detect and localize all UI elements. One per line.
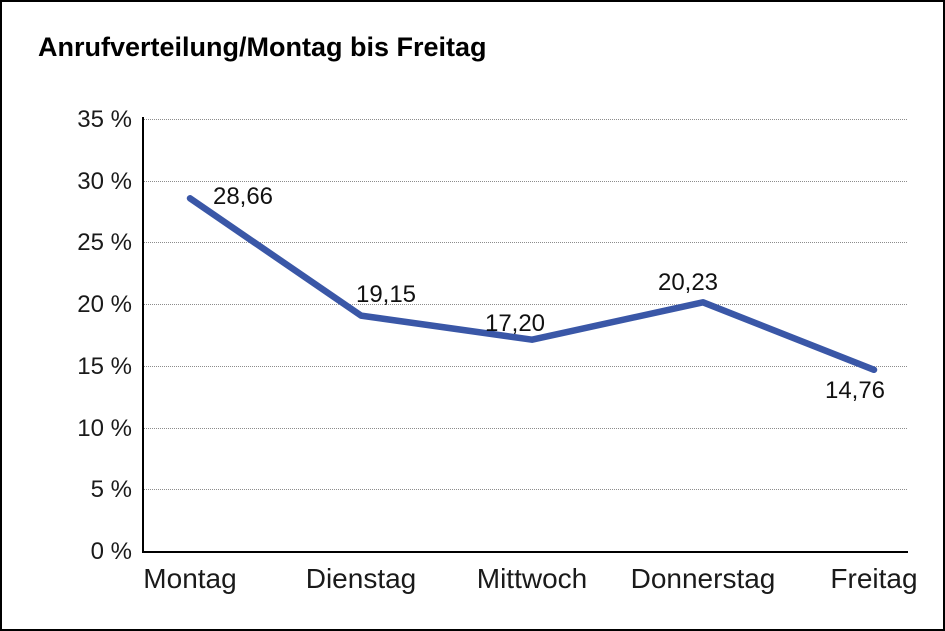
x-tick-label-freitag: Freitag — [830, 563, 918, 594]
y-tick-label: 35 % — [77, 106, 132, 133]
chart-title: Anrufverteilung/Montag bis Freitag — [38, 32, 487, 62]
gridline-35pct — [143, 119, 907, 120]
gridline-25pct — [143, 242, 907, 244]
gridline-10pct — [143, 427, 907, 429]
y-tick-label: 30 % — [77, 167, 132, 195]
y-tick-label: 25 % — [77, 229, 132, 257]
y-axis-line — [142, 117, 144, 553]
y-tick-label: 10 % — [77, 414, 132, 442]
gridline-15pct — [143, 365, 907, 367]
y-tick-label: 5 % — [90, 476, 132, 504]
data-label-montag: 28,66 — [212, 183, 274, 211]
x-tick-label-mittwoch: Mittwoch — [476, 563, 588, 594]
y-tick-label: 20 % — [77, 291, 132, 319]
gridline-30pct — [143, 180, 907, 182]
x-axis-line — [142, 551, 908, 553]
data-label-dienstag: 19,15 — [355, 280, 417, 308]
data-label-donnerstag: 20,23 — [657, 269, 719, 297]
x-tick-label-dienstag: Dienstag — [305, 563, 417, 594]
gridline-5pct — [143, 489, 907, 491]
data-line-series — [186, 195, 878, 374]
x-tick-label-donnerstag: Donnerstag — [630, 563, 776, 594]
y-tick-label: 15 % — [77, 352, 132, 380]
x-tick-label-montag: Montag — [143, 563, 237, 594]
data-label-mittwoch: 17,20 — [484, 309, 546, 337]
gridline-20pct — [143, 304, 907, 306]
y-tick-label: 0 % — [90, 538, 132, 565]
data-label-freitag: 14,76 — [824, 376, 886, 404]
